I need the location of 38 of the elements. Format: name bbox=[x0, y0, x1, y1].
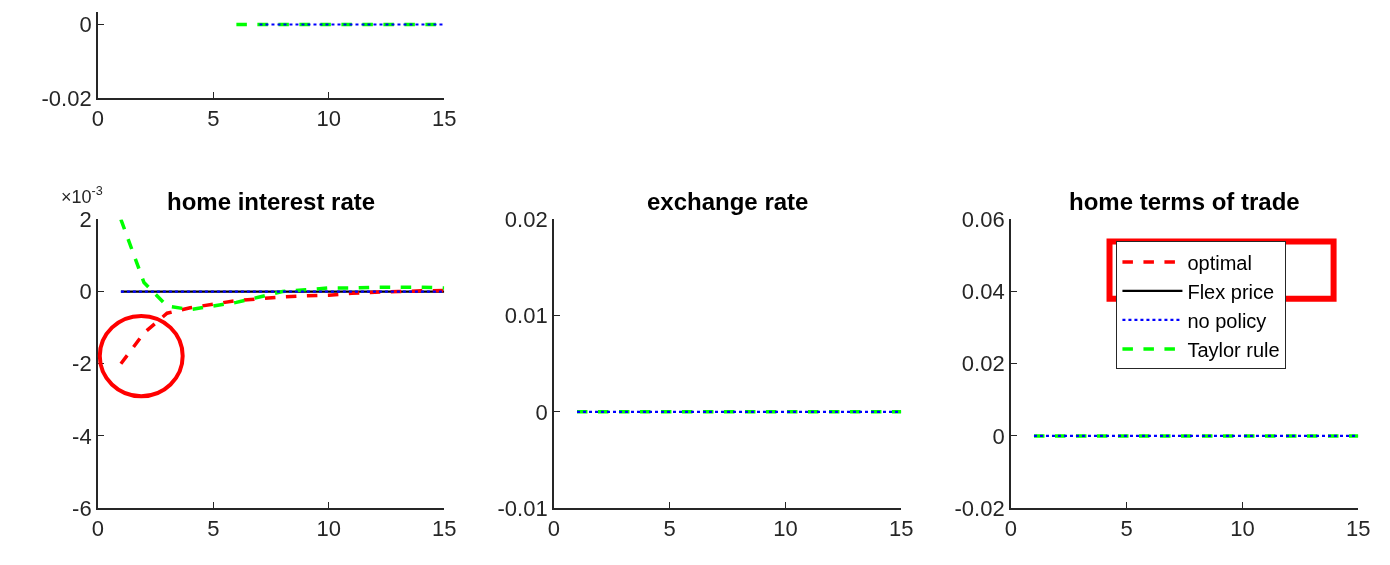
line-series bbox=[119, 219, 445, 312]
y-tick-label: -4 bbox=[72, 423, 92, 449]
y-tick-label: 0.06 bbox=[961, 207, 1005, 233]
legend-label: optimal bbox=[1187, 251, 1252, 274]
y-tick-label: -0.02 bbox=[41, 85, 92, 111]
y-tick-label: 0.02 bbox=[961, 351, 1005, 377]
y-tick-label: -0.02 bbox=[954, 495, 1005, 521]
legend-label: Flex price bbox=[1187, 280, 1275, 303]
x-tick-label: 5 bbox=[663, 516, 676, 542]
x-tick-label: 15 bbox=[1346, 516, 1371, 542]
y-tick-label: 0.02 bbox=[504, 207, 548, 233]
legend-label: no policy bbox=[1187, 309, 1267, 332]
legend-label: Taylor rule bbox=[1187, 338, 1280, 361]
y-tick-label: -6 bbox=[72, 495, 92, 521]
chart-title: exchange rate bbox=[647, 188, 809, 215]
x-tick-label: 15 bbox=[432, 106, 457, 132]
x-tick-label: 10 bbox=[773, 516, 798, 542]
x-tick-label: 10 bbox=[1230, 516, 1255, 542]
x-tick-label: 5 bbox=[1120, 516, 1133, 542]
y-tick-label: 0.04 bbox=[961, 279, 1005, 305]
y-tick-label: 0 bbox=[79, 279, 92, 305]
x-tick-label: 15 bbox=[889, 516, 914, 542]
y-tick-label: 0 bbox=[992, 423, 1005, 449]
chart-title: home interest rate bbox=[167, 188, 376, 215]
x-tick-label: 10 bbox=[316, 106, 342, 132]
y-tick-label: 2 bbox=[79, 207, 92, 233]
y-tick-label: 0 bbox=[79, 12, 92, 38]
x-tick-label: 15 bbox=[432, 516, 457, 542]
y-tick-label: -0.01 bbox=[497, 495, 548, 521]
x-tick-label: 5 bbox=[207, 106, 220, 132]
line-series bbox=[119, 288, 445, 366]
y-tick-label: -2 bbox=[72, 351, 92, 377]
text: ×10$^{-3}$ bbox=[61, 184, 103, 207]
y-tick-label: 0.01 bbox=[504, 303, 548, 329]
x-tick-label: 5 bbox=[207, 516, 220, 542]
x-tick-label: 10 bbox=[316, 516, 342, 542]
y-tick-label: 0 bbox=[535, 399, 548, 425]
chart-title: home terms of trade bbox=[1069, 188, 1300, 215]
